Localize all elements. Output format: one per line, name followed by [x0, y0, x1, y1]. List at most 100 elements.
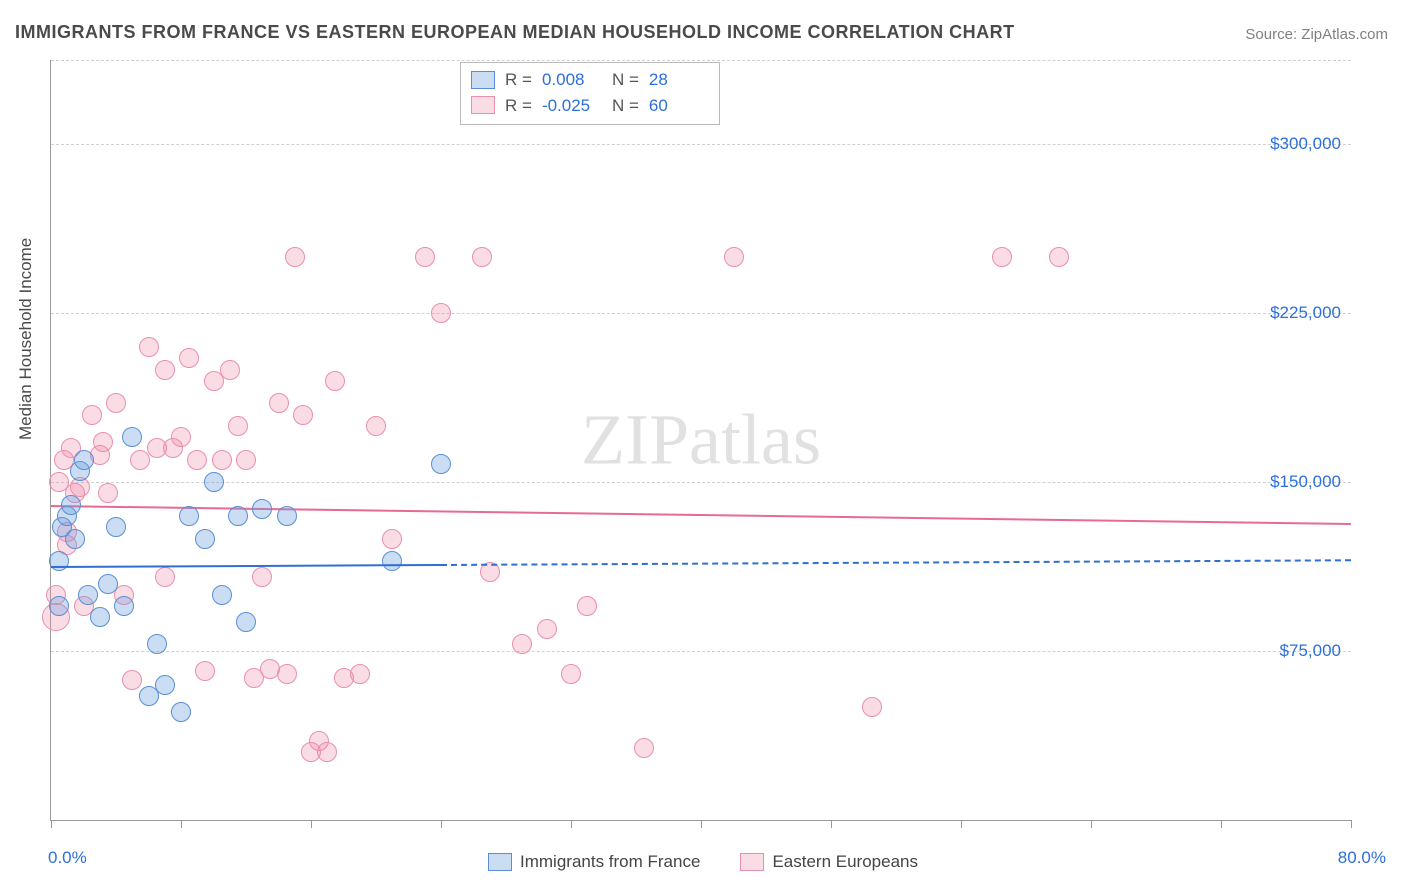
data-point-eastern — [228, 416, 248, 436]
swatch-france — [471, 71, 495, 89]
data-point-eastern — [350, 664, 370, 684]
watermark: ZIPatlas — [581, 399, 821, 482]
legend-bottom: Immigrants from France Eastern Europeans — [0, 852, 1406, 872]
data-point-eastern — [415, 247, 435, 267]
gridline — [51, 313, 1351, 314]
data-point-eastern — [187, 450, 207, 470]
data-point-eastern — [155, 567, 175, 587]
data-point-eastern — [106, 393, 126, 413]
data-point-france — [431, 454, 451, 474]
swatch-eastern — [471, 96, 495, 114]
data-point-eastern — [577, 596, 597, 616]
data-point-eastern — [139, 337, 159, 357]
legend-row-eastern: R = -0.025 N = 60 — [471, 93, 709, 119]
data-point-eastern — [992, 247, 1012, 267]
data-point-france — [49, 596, 69, 616]
legend-label-france: Immigrants from France — [520, 852, 700, 872]
r-label: R = — [505, 93, 532, 119]
data-point-eastern — [537, 619, 557, 639]
source-label: Source: — [1245, 26, 1297, 43]
data-point-france — [382, 551, 402, 571]
data-point-eastern — [269, 393, 289, 413]
data-point-france — [90, 607, 110, 627]
x-tick — [1091, 820, 1092, 828]
data-point-eastern — [195, 661, 215, 681]
data-point-france — [61, 495, 81, 515]
data-point-eastern — [252, 567, 272, 587]
x-tick — [831, 820, 832, 828]
data-point-france — [204, 472, 224, 492]
x-axis-max-label: 80.0% — [1338, 848, 1386, 868]
data-point-eastern — [724, 247, 744, 267]
n-value-france: 28 — [649, 67, 709, 93]
data-point-eastern — [317, 742, 337, 762]
data-point-eastern — [325, 371, 345, 391]
swatch-france-icon — [488, 853, 512, 871]
data-point-eastern — [171, 427, 191, 447]
swatch-eastern-icon — [740, 853, 764, 871]
data-point-eastern — [634, 738, 654, 758]
n-value-eastern: 60 — [649, 93, 709, 119]
data-point-eastern — [382, 529, 402, 549]
legend-stats: R = 0.008 N = 28 R = -0.025 N = 60 — [460, 62, 720, 125]
data-point-france — [228, 506, 248, 526]
x-tick — [1221, 820, 1222, 828]
x-tick — [571, 820, 572, 828]
r-label: R = — [505, 67, 532, 93]
x-tick — [1351, 820, 1352, 828]
chart-title: IMMIGRANTS FROM FRANCE VS EASTERN EUROPE… — [15, 22, 1015, 43]
data-point-eastern — [277, 664, 297, 684]
legend-item-eastern: Eastern Europeans — [740, 852, 918, 872]
data-point-eastern — [472, 247, 492, 267]
legend-row-france: R = 0.008 N = 28 — [471, 67, 709, 93]
r-value-france: 0.008 — [542, 67, 602, 93]
data-point-eastern — [93, 432, 113, 452]
data-point-eastern — [220, 360, 240, 380]
data-point-eastern — [431, 303, 451, 323]
data-point-eastern — [122, 670, 142, 690]
data-point-france — [74, 450, 94, 470]
data-point-eastern — [155, 360, 175, 380]
data-point-eastern — [179, 348, 199, 368]
x-tick — [51, 820, 52, 828]
data-point-france — [212, 585, 232, 605]
data-point-eastern — [98, 483, 118, 503]
n-label: N = — [612, 93, 639, 119]
y-axis-label: Median Household Income — [16, 238, 36, 440]
data-point-france — [65, 529, 85, 549]
x-tick — [441, 820, 442, 828]
gridline — [51, 651, 1351, 652]
data-point-eastern — [285, 247, 305, 267]
plot-area: ZIPatlas $75,000$150,000$225,000$300,000 — [50, 60, 1351, 821]
source-name: ZipAtlas.com — [1301, 26, 1388, 43]
y-tick-label: $300,000 — [1270, 134, 1341, 154]
legend-item-france: Immigrants from France — [488, 852, 700, 872]
data-point-france — [98, 574, 118, 594]
data-point-eastern — [512, 634, 532, 654]
legend-label-eastern: Eastern Europeans — [772, 852, 918, 872]
trend-line-france — [51, 564, 441, 568]
y-tick-label: $75,000 — [1280, 641, 1341, 661]
data-point-france — [122, 427, 142, 447]
x-tick — [311, 820, 312, 828]
data-point-eastern — [82, 405, 102, 425]
data-point-france — [114, 596, 134, 616]
data-point-eastern — [366, 416, 386, 436]
data-point-france — [78, 585, 98, 605]
data-point-france — [236, 612, 256, 632]
data-point-france — [195, 529, 215, 549]
data-point-france — [171, 702, 191, 722]
data-point-france — [179, 506, 199, 526]
data-point-eastern — [236, 450, 256, 470]
x-axis-min-label: 0.0% — [48, 848, 87, 868]
trend-line-france — [441, 559, 1351, 566]
x-tick — [701, 820, 702, 828]
r-value-eastern: -0.025 — [542, 93, 602, 119]
gridline — [51, 60, 1351, 61]
y-tick-label: $150,000 — [1270, 472, 1341, 492]
x-tick — [181, 820, 182, 828]
data-point-france — [147, 634, 167, 654]
data-point-france — [252, 499, 272, 519]
data-point-eastern — [293, 405, 313, 425]
data-point-france — [277, 506, 297, 526]
